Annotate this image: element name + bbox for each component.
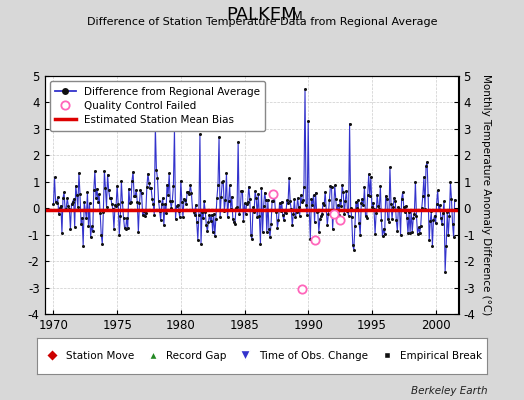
Y-axis label: Monthly Temperature Anomaly Difference (°C): Monthly Temperature Anomaly Difference (… xyxy=(481,74,491,316)
Text: Berkeley Earth: Berkeley Earth xyxy=(411,386,487,396)
Text: M: M xyxy=(292,10,303,23)
Text: PALKEM: PALKEM xyxy=(227,6,297,24)
Text: Difference of Station Temperature Data from Regional Average: Difference of Station Temperature Data f… xyxy=(87,17,437,27)
Legend: Difference from Regional Average, Quality Control Failed, Estimated Station Mean: Difference from Regional Average, Qualit… xyxy=(50,81,265,131)
Legend: Station Move, Record Gap, Time of Obs. Change, Empirical Break: Station Move, Record Gap, Time of Obs. C… xyxy=(39,348,485,364)
